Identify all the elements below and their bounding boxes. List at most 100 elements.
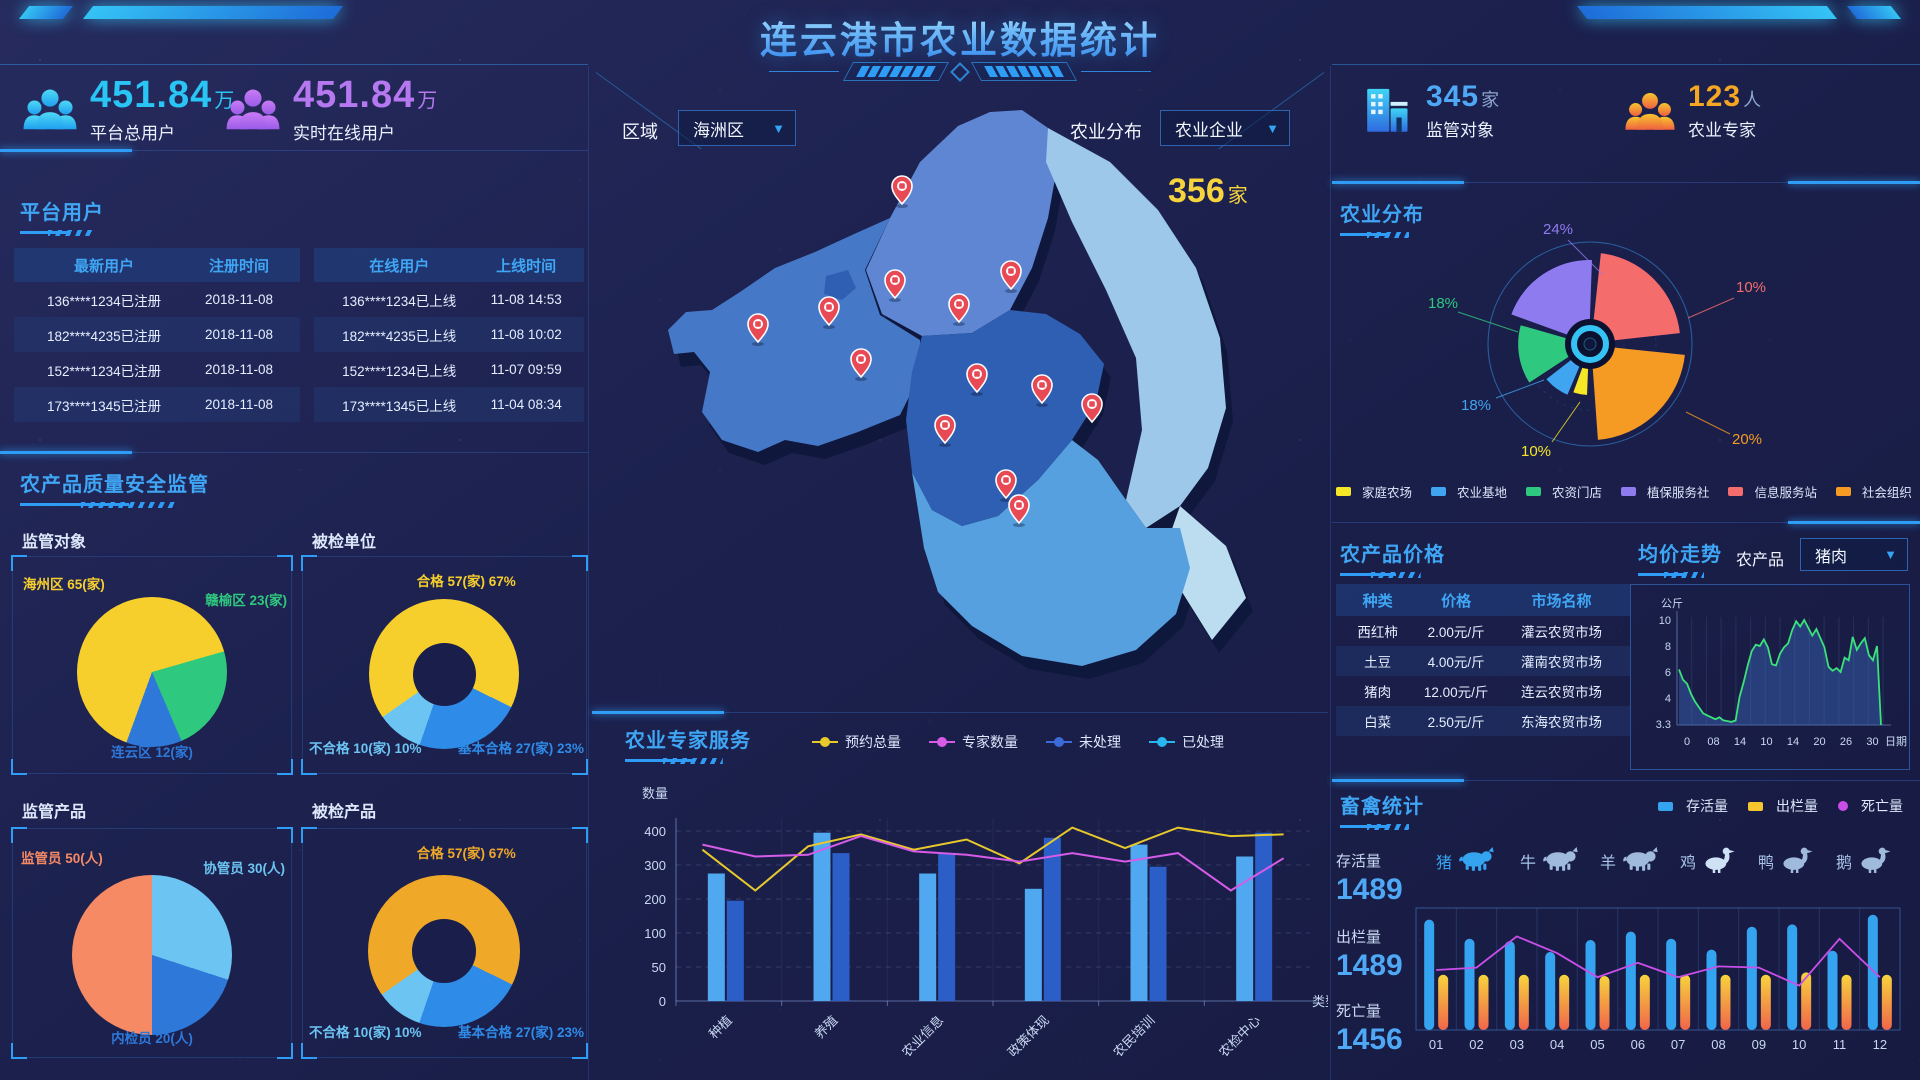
animal-tab-duck[interactable]: 鸭 xyxy=(1758,846,1817,873)
svg-text:02: 02 xyxy=(1469,1037,1483,1052)
livestock-stat-slaughtered: 出栏量 1489 xyxy=(1336,929,1403,982)
map-pin[interactable] xyxy=(891,175,913,208)
donut-chart-inspected-products: 合格 57(家) 67% 基本合格 27(家) 23% 不合格 10(家) 10… xyxy=(301,827,588,1059)
legend-item-unprocessed[interactable]: 未处理 xyxy=(1046,732,1121,752)
map-pin[interactable] xyxy=(1000,260,1022,293)
livestock-legend: 存活量 出栏量 死亡量 xyxy=(1658,796,1903,816)
pie-label: 内检员 20(人) xyxy=(111,1031,193,1046)
donut xyxy=(369,599,519,749)
header-emblem-icon xyxy=(769,61,1151,82)
map-pin[interactable] xyxy=(850,348,872,381)
map-pin[interactable] xyxy=(966,363,988,396)
stat-value: 451.84 xyxy=(293,74,416,116)
pie-label: 不合格 10(家) 10% xyxy=(309,1025,422,1040)
legend-item-bookings[interactable]: 预约总量 xyxy=(812,732,901,752)
pie-label: 基本合格 27(家) 23% xyxy=(457,1025,584,1040)
table-row: 173****1345已注册 2018-11-08 xyxy=(14,387,300,422)
svg-text:30: 30 xyxy=(1866,736,1878,748)
rose-pct-label: 20% xyxy=(1732,431,1762,448)
expert-service-chart: 数量 类型 0 50 100 200 300 400 种植 养殖 农业信息 政策体现 农民培训 农检中… xyxy=(642,786,1328,1056)
svg-text:12: 12 xyxy=(1873,1037,1887,1052)
svg-text:6: 6 xyxy=(1665,667,1671,679)
map-district-notch xyxy=(824,270,856,300)
rose-pct-label: 10% xyxy=(1736,279,1766,296)
distribution-select[interactable]: 农业企业 ▼ xyxy=(1160,110,1290,146)
region-select[interactable]: 海洲区 ▼ xyxy=(678,110,796,146)
legend-item-agri-store[interactable]: 农资门店 xyxy=(1525,482,1602,501)
animal-tab-sheep[interactable]: 羊 xyxy=(1600,846,1659,873)
map-pin[interactable] xyxy=(747,313,769,346)
region-label: 区域 xyxy=(622,122,658,142)
pie-label: 合格 57(家) 67% xyxy=(416,846,516,861)
duck-icon xyxy=(1783,847,1813,873)
svg-text:养殖: 养殖 xyxy=(812,1013,841,1042)
rose-slice-plant-protection[interactable] xyxy=(1508,257,1595,346)
section-title-price-trend: 均价走势 xyxy=(1638,538,1726,578)
map-pin[interactable] xyxy=(948,293,970,326)
rose-slice-social-org[interactable] xyxy=(1588,342,1688,443)
legend-item-social-org[interactable]: 社会组织 xyxy=(1835,482,1912,501)
legend-item-plant-protection[interactable]: 植保服务社 xyxy=(1620,482,1709,501)
rose-legend: 家庭农场 农业基地 农资门店 植保服务社 信息服务站 社会组织 xyxy=(1336,482,1912,501)
stat-label: 监管对象 xyxy=(1426,121,1494,140)
chevron-down-icon: ▼ xyxy=(1266,120,1279,136)
legend-item-experts[interactable]: 专家数量 xyxy=(929,732,1018,752)
legend-item-family-farm[interactable]: 家庭农场 xyxy=(1336,482,1412,501)
svg-text:农业信息: 农业信息 xyxy=(899,1013,946,1056)
pie-label: 海州区 65(家) xyxy=(23,577,105,592)
map-district-coast-tail[interactable] xyxy=(1166,506,1246,640)
animal-tab-goose[interactable]: 鹅 xyxy=(1836,846,1895,873)
animal-tab-cow[interactable]: 牛 xyxy=(1520,846,1579,873)
map-pin[interactable] xyxy=(1081,393,1103,426)
map-pin[interactable] xyxy=(934,414,956,447)
map-pin[interactable] xyxy=(818,296,840,329)
map-district-center[interactable] xyxy=(906,310,1104,526)
legend-item-alive[interactable]: 存活量 xyxy=(1658,796,1728,816)
animal-tab-chicken[interactable]: 鸡 xyxy=(1680,846,1739,873)
product-value: 猪肉 xyxy=(1815,548,1848,566)
donut xyxy=(368,875,520,1027)
product-select[interactable]: 猪肉 ▼ xyxy=(1800,538,1908,571)
map-pin[interactable] xyxy=(995,469,1017,502)
price-table: 种类 价格 市场名称 西红柿 2.00元/斤 灌云农贸市场 土豆 4.00元/斤 灌南农贸市场猪… xyxy=(1336,584,1630,736)
pig-icon xyxy=(1459,847,1494,871)
table-row: 152****1234已注册 2018-11-08 xyxy=(47,362,274,379)
map-pin[interactable] xyxy=(884,269,906,302)
stat-value: 345 xyxy=(1426,80,1480,113)
section-title-platform-users: 平台用户 xyxy=(20,196,116,236)
legend-item-processed[interactable]: 已处理 xyxy=(1149,732,1224,752)
animal-tab-pig[interactable]: 猪 xyxy=(1436,846,1495,873)
svg-text:8: 8 xyxy=(1665,641,1671,653)
table-header: 种类 价格 市场名称 xyxy=(1336,584,1630,616)
svg-text:0: 0 xyxy=(1684,736,1690,748)
pie-chart-supervision-products: 监管员 50(人) 协管员 30(人) 内检员 20(人) xyxy=(11,827,293,1059)
legend-item-agri-base[interactable]: 农业基地 xyxy=(1430,482,1507,501)
map-district-west[interactable] xyxy=(668,218,920,452)
rose-pct-label: 18% xyxy=(1428,295,1458,312)
svg-text:14: 14 xyxy=(1734,736,1746,748)
svg-text:05: 05 xyxy=(1590,1037,1604,1052)
legend-item-slaughtered[interactable]: 出栏量 xyxy=(1748,796,1818,816)
rose-slice-info-station[interactable] xyxy=(1588,250,1683,346)
svg-text:0: 0 xyxy=(659,994,666,1009)
stat-label: 实时在线用户 xyxy=(293,124,395,143)
map-district-south[interactable] xyxy=(912,440,1190,666)
pie-label: 协管员 30(人) xyxy=(203,861,285,876)
chart-title: 被检单位 xyxy=(312,534,377,551)
stat-value: 123 xyxy=(1688,80,1742,113)
map-district-coast[interactable] xyxy=(1046,128,1226,528)
legend-item-info-station[interactable]: 信息服务站 xyxy=(1728,482,1817,501)
legend-item-dead[interactable]: 死亡量 xyxy=(1838,796,1903,816)
agri-distribution-rose-chart: 24% 10% 20% 10% 18% 18% xyxy=(1428,221,1766,460)
map-pin[interactable] xyxy=(1031,374,1053,407)
svg-text:公斤: 公斤 xyxy=(1661,597,1683,610)
stat-unit: 万 xyxy=(417,90,438,112)
pie-label: 监管员 50(人) xyxy=(21,851,103,866)
map-pin[interactable] xyxy=(1008,494,1030,527)
pie xyxy=(72,875,232,1035)
line-marker-icon xyxy=(1149,737,1175,747)
rose-pct-label: 10% xyxy=(1521,443,1551,460)
table-row: 土豆 4.00元/斤 灌南农贸市场 xyxy=(1336,646,1630,676)
table-row: 182****4235已上线 11-08 10:02 xyxy=(314,317,584,352)
